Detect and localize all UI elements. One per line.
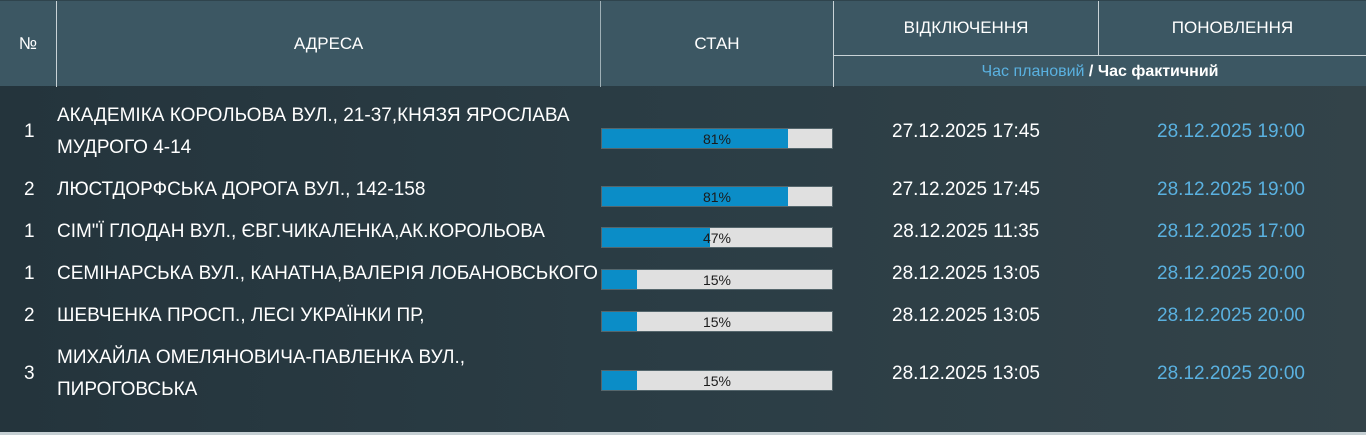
header-restore: ПОНОВЛЕННЯ [1171,18,1294,37]
outage-time: 27.12.2025 17:45 [892,179,1040,200]
row-address: СІМ"Ї ГЛОДАН ВУЛ., ЄВГ.ЧИКАЛЕНКА,АК.КОРО… [57,221,545,242]
legend-separator: / [1084,62,1098,80]
outage-time: 28.12.2025 13:05 [892,305,1040,326]
progress-label: 81% [702,188,732,205]
progress-label: 15% [702,372,732,389]
restore-time: 28.12.2025 20:00 [1157,305,1305,326]
restore-time: 28.12.2025 17:00 [1157,221,1305,242]
header-outage: ВІДКЛЮЧЕННЯ [903,18,1029,37]
header-status: СТАН [694,34,740,53]
restore-time: 28.12.2025 20:00 [1157,263,1305,284]
row-num: 1 [24,121,35,142]
header-address: АДРЕСА [293,34,364,53]
progress-fill [602,228,711,247]
table-bottom-border [0,432,1366,435]
restore-time: 28.12.2025 19:00 [1157,179,1305,200]
progress-label: 47% [702,229,732,246]
progress-label: 15% [702,313,732,330]
outage-time: 28.12.2025 13:05 [892,263,1040,284]
progress-fill [602,129,789,148]
row-address: АКАДЕМІКА КОРОЛЬОВА ВУЛ., 21-37,КНЯЗЯ ЯР… [57,105,570,158]
outage-time: 27.12.2025 17:45 [892,121,1040,142]
header-divider [833,1,834,87]
row-address: МИХАЙЛА ОМЕЛЯНОВИЧА-ПАВЛЕНКА ВУЛ., ПИРОГ… [57,347,466,400]
progress-fill [602,187,789,206]
progress-fill [602,270,637,289]
table-row: 3 МИХАЙЛА ОМЕЛЯНОВИЧА-ПАВЛЕНКА ВУЛ., ПИР… [0,342,1366,406]
header-divider [56,1,57,87]
outage-time: 28.12.2025 13:05 [892,363,1040,384]
header-divider [834,55,1366,56]
table-row: 1 СІМ"Ї ГЛОДАН ВУЛ., ЄВГ.ЧИКАЛЕНКА,АК.КО… [0,216,1366,248]
header-time-legend: Час плановий / Час фактичний [834,56,1366,87]
progress-bar: 15% [601,311,833,332]
outage-time: 28.12.2025 11:35 [892,221,1040,242]
row-address: ЛЮСТДОРФСЬКА ДОРОГА ВУЛ., 142-158 [57,179,426,200]
restore-time: 28.12.2025 20:00 [1157,363,1305,384]
progress-fill [602,312,637,331]
row-num: 1 [24,221,35,242]
progress-bar: 15% [601,269,833,290]
progress-bar: 81% [601,128,833,149]
row-num: 2 [24,179,35,200]
row-num: 1 [24,263,35,284]
table-row: 2 ШЕВЧЕНКА ПРОСП., ЛЕСІ УКРАЇНКИ ПР, 15%… [0,300,1366,332]
row-address: СЕМІНАРСЬКА ВУЛ., КАНАТНА,ВАЛЕРІЯ ЛОБАНО… [57,263,598,284]
progress-label: 81% [702,130,732,147]
progress-bar: 47% [601,227,833,248]
header-divider [600,1,601,87]
progress-label: 15% [702,271,732,288]
progress-fill [602,371,637,390]
progress-bar: 15% [601,370,833,391]
table-row: 1 АКАДЕМІКА КОРОЛЬОВА ВУЛ., 21-37,КНЯЗЯ … [0,100,1366,164]
restore-time: 28.12.2025 19:00 [1157,121,1305,142]
legend-planned: Час плановий [981,62,1085,80]
legend-actual: Час фактичний [1097,62,1219,80]
row-num: 3 [24,363,35,384]
header-divider [1098,1,1099,55]
row-address: ШЕВЧЕНКА ПРОСП., ЛЕСІ УКРАЇНКИ ПР, [57,305,425,326]
header-num: № [18,34,38,53]
table-row: 2 ЛЮСТДОРФСЬКА ДОРОГА ВУЛ., 142-158 81% … [0,174,1366,207]
table-header: № АДРЕСА СТАН ВІДКЛЮЧЕННЯ ПОНОВЛЕННЯ Час… [0,0,1366,87]
table-row: 1 СЕМІНАРСЬКА ВУЛ., КАНАТНА,ВАЛЕРІЯ ЛОБА… [0,258,1366,290]
progress-bar: 81% [601,186,833,207]
row-num: 2 [24,305,35,326]
